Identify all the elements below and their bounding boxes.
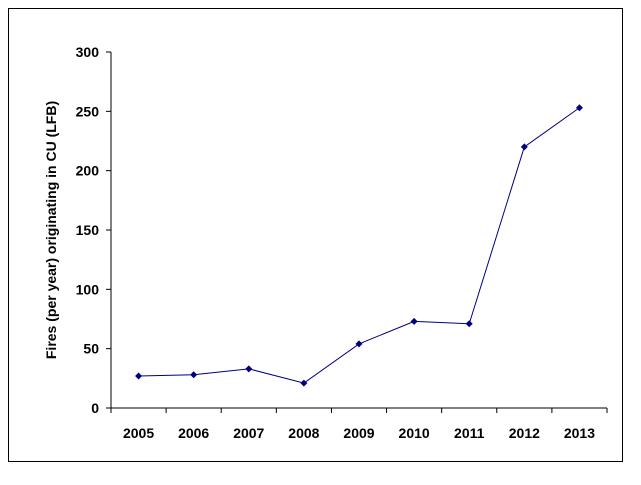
axes bbox=[110, 52, 607, 409]
data-point bbox=[410, 317, 418, 325]
x-tick-label: 2007 bbox=[233, 425, 264, 441]
x-tick-label: 2006 bbox=[178, 425, 209, 441]
data-point bbox=[520, 143, 528, 151]
x-tick-label: 2010 bbox=[399, 425, 430, 441]
y-tick-label: 200 bbox=[76, 163, 100, 179]
x-tick-label: 2011 bbox=[454, 425, 485, 441]
data-point bbox=[190, 371, 198, 379]
series-group bbox=[135, 104, 583, 387]
data-point bbox=[575, 104, 583, 112]
y-tick-label: 50 bbox=[83, 341, 99, 357]
data-point bbox=[355, 340, 363, 348]
y-tick-label: 100 bbox=[76, 281, 100, 297]
y-tick-label: 250 bbox=[76, 103, 100, 119]
data-point bbox=[300, 379, 308, 387]
y-axis-title: Fires (per year) originating in CU (LFB) bbox=[43, 101, 59, 359]
x-axis-ticks: 2005 2006 2007 2008 2009 2010 2011 2012 2013 bbox=[110, 408, 608, 441]
y-tick-label: 300 bbox=[76, 44, 100, 60]
data-point bbox=[465, 320, 473, 328]
y-tick-label: 150 bbox=[76, 222, 100, 238]
x-tick-label: 2005 bbox=[123, 425, 154, 441]
data-point bbox=[245, 365, 253, 373]
data-point bbox=[135, 372, 143, 380]
x-tick-label: 2008 bbox=[288, 425, 319, 441]
x-tick-label: 2012 bbox=[509, 425, 540, 441]
y-tick-label: 0 bbox=[91, 400, 99, 416]
x-tick-label: 2013 bbox=[564, 425, 595, 441]
x-tick-label: 2009 bbox=[343, 425, 374, 441]
y-axis-ticks: 0 50 100 150 200 250 300 bbox=[76, 44, 111, 416]
